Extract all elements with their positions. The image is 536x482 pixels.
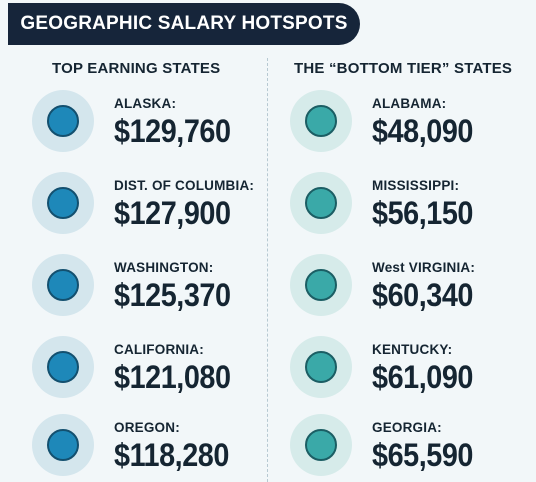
state-marker-icon	[32, 90, 94, 152]
bottom-tier-item: West VIRGINIA: $60,340	[290, 254, 484, 316]
top-earning-item: CALIFORNIA: $121,080	[32, 336, 243, 398]
state-marker-icon	[32, 254, 94, 316]
salary-value: $48,090	[372, 112, 473, 149]
state-text: CALIFORNIA: $121,080	[114, 342, 243, 393]
state-text: West VIRGINIA: $60,340	[372, 260, 484, 311]
circle-dot-icon	[47, 429, 79, 461]
circle-dot-icon	[305, 429, 337, 461]
top-earning-item: DIST. OF COLUMBIA: $127,900	[32, 172, 254, 234]
state-marker-icon	[290, 414, 352, 476]
state-text: ALABAMA: $48,090	[372, 96, 484, 147]
circle-dot-icon	[47, 351, 79, 383]
state-text: ALASKA: $129,760	[114, 96, 243, 147]
bottom-tier-item: GEORGIA: $65,590	[290, 414, 484, 476]
state-marker-icon	[32, 336, 94, 398]
bottom-tier-item: KENTUCKY: $61,090	[290, 336, 484, 398]
top-earning-item: WASHINGTON: $125,370	[32, 254, 243, 316]
column-divider	[267, 58, 268, 482]
circle-dot-icon	[47, 269, 79, 301]
state-text: KENTUCKY: $61,090	[372, 342, 484, 393]
circle-dot-icon	[305, 105, 337, 137]
top-earning-item: ALASKA: $129,760	[32, 90, 243, 152]
salary-value: $61,090	[372, 358, 473, 395]
state-name: DIST. OF COLUMBIA:	[114, 177, 255, 193]
circle-dot-icon	[47, 105, 79, 137]
salary-value: $56,150	[372, 194, 473, 231]
page-title: GEOGRAPHIC SALARY HOTSPOTS	[20, 13, 348, 34]
state-marker-icon	[290, 90, 352, 152]
state-name: WASHINGTON:	[114, 259, 214, 275]
salary-value: $60,340	[372, 276, 473, 313]
salary-value: $127,900	[114, 194, 231, 231]
state-name: KENTUCKY:	[372, 341, 453, 357]
state-text: MISSISSIPPI: $56,150	[372, 178, 484, 229]
state-text: DIST. OF COLUMBIA: $127,900	[114, 178, 254, 229]
state-name: ALASKA:	[114, 95, 177, 111]
state-name: GEORGIA:	[372, 419, 442, 435]
state-text: WASHINGTON: $125,370	[114, 260, 243, 311]
state-marker-icon	[32, 172, 94, 234]
state-name: West VIRGINIA:	[372, 259, 476, 275]
state-name: OREGON:	[114, 419, 180, 435]
top-earning-item: OREGON: $118,280	[32, 414, 242, 476]
state-text: OREGON: $118,280	[114, 420, 242, 471]
bottom-tier-header: THE “BOTTOM TIER” STATES	[294, 60, 513, 77]
salary-value: $125,370	[114, 276, 231, 313]
state-marker-icon	[290, 254, 352, 316]
state-name: ALABAMA:	[372, 95, 447, 111]
state-text: GEORGIA: $65,590	[372, 420, 484, 471]
circle-dot-icon	[305, 269, 337, 301]
state-marker-icon	[32, 414, 94, 476]
salary-value: $121,080	[114, 358, 231, 395]
title-banner: GEOGRAPHIC SALARY HOTSPOTS	[8, 3, 360, 45]
bottom-tier-item: MISSISSIPPI: $56,150	[290, 172, 484, 234]
salary-value: $129,760	[114, 112, 231, 149]
state-marker-icon	[290, 172, 352, 234]
state-marker-icon	[290, 336, 352, 398]
salary-value: $118,280	[114, 436, 229, 473]
state-name: CALIFORNIA:	[114, 341, 204, 357]
bottom-tier-item: ALABAMA: $48,090	[290, 90, 484, 152]
circle-dot-icon	[47, 187, 79, 219]
salary-value: $65,590	[372, 436, 473, 473]
state-name: MISSISSIPPI:	[372, 177, 460, 193]
top-earning-header: TOP EARNING STATES	[52, 60, 221, 77]
circle-dot-icon	[305, 351, 337, 383]
circle-dot-icon	[305, 187, 337, 219]
